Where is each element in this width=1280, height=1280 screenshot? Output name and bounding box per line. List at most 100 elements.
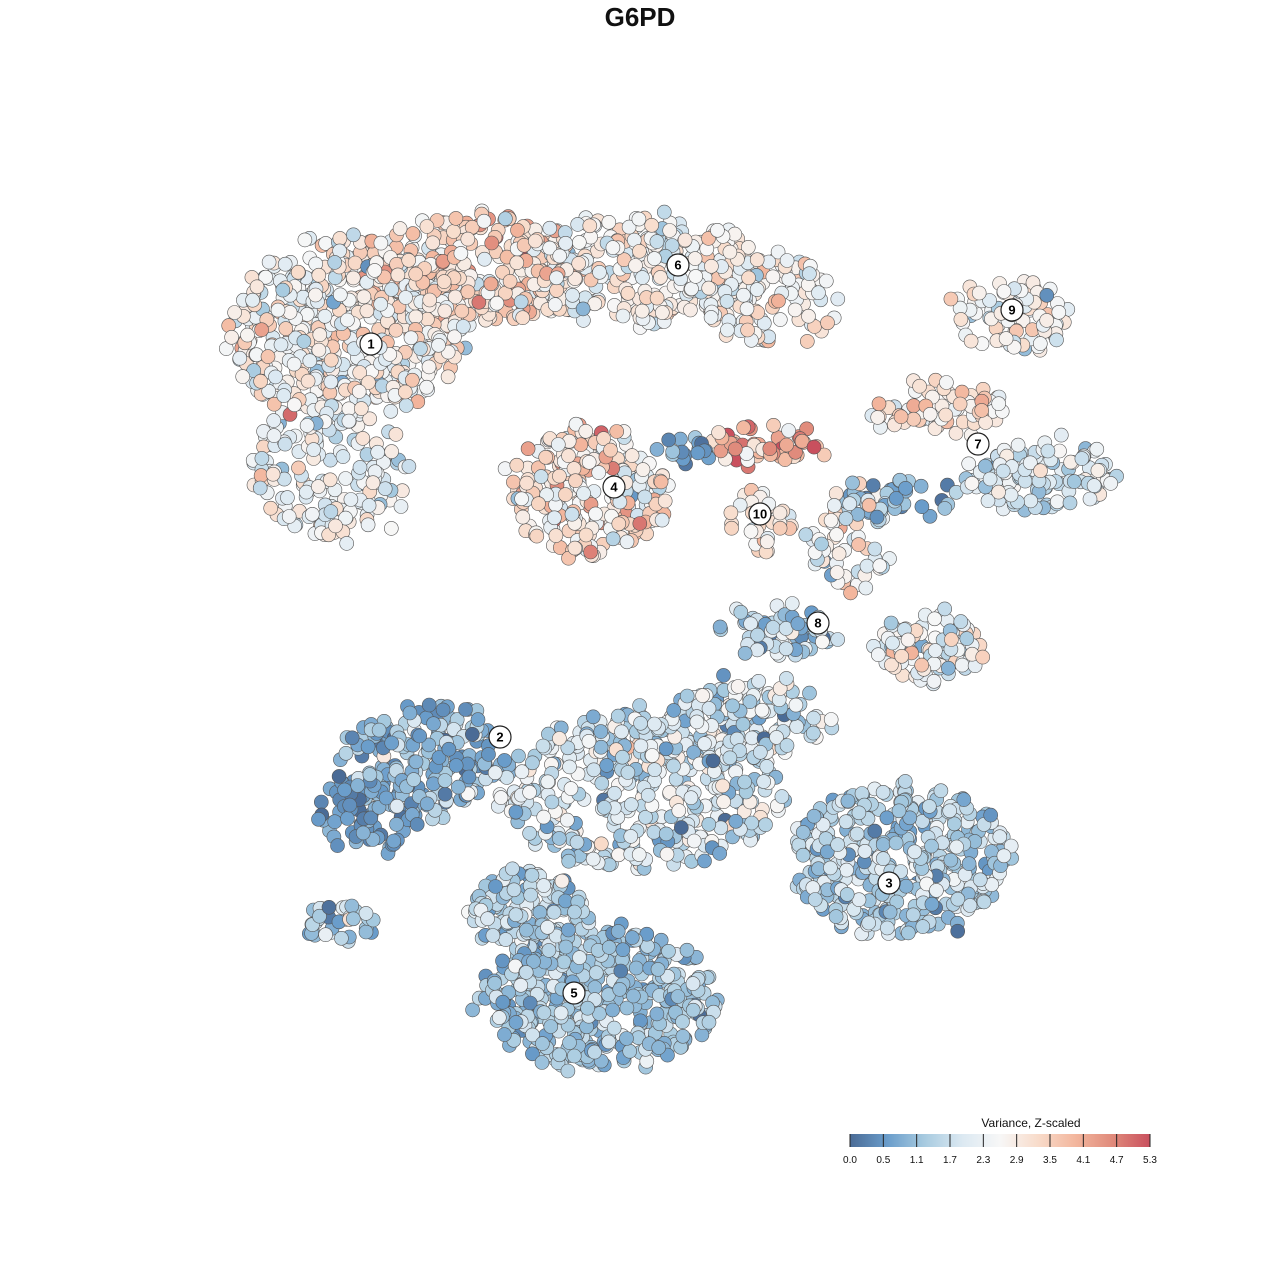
cell-point (388, 322, 404, 338)
cell-point (950, 923, 966, 939)
cell-point (961, 856, 977, 872)
cell-point (859, 558, 875, 574)
cell-point (659, 846, 675, 862)
cell-point (245, 292, 260, 308)
cluster-label-text: 1 (367, 337, 374, 352)
cell-point (605, 531, 621, 547)
cell-point (323, 374, 339, 390)
cell-point (386, 833, 402, 849)
cell-point (820, 315, 835, 331)
cell-point (514, 491, 529, 507)
cell-point (578, 527, 594, 543)
cell-point (505, 861, 520, 877)
legend-title: Variance, Z-scaled (981, 1116, 1080, 1130)
cell-point (929, 883, 944, 898)
cell-point (556, 954, 572, 970)
cell-point (612, 982, 628, 997)
cell-point (649, 1006, 665, 1022)
cell-point (450, 779, 466, 795)
cell-point (799, 334, 815, 349)
cell-point (737, 774, 752, 790)
cell-point (766, 417, 781, 433)
cell-point (585, 709, 601, 725)
cell-point (318, 927, 333, 943)
cell-point (422, 292, 438, 308)
cell-point (879, 810, 895, 826)
cell-point (875, 784, 891, 800)
cell-point (772, 520, 788, 536)
legend-colorbar (850, 1134, 1150, 1147)
cell-point (535, 738, 551, 754)
cell-point (559, 812, 575, 828)
cell-point (631, 847, 647, 862)
cell-point (566, 461, 582, 476)
cell-point (893, 409, 909, 425)
cell-point (662, 223, 678, 238)
cell-point (649, 442, 665, 457)
cell-point (277, 256, 293, 272)
cell-point (323, 504, 339, 519)
cell-point (280, 490, 295, 505)
legend-tick-label: 4.7 (1110, 1155, 1124, 1166)
cell-point (666, 703, 682, 718)
cell-point (840, 793, 856, 809)
cell-point (975, 649, 991, 665)
cell-point (1074, 451, 1090, 466)
cluster-label-text: 6 (674, 258, 681, 273)
cell-point (560, 1063, 576, 1079)
cell-point (515, 310, 531, 326)
cell-point (891, 803, 907, 819)
cell-point (403, 330, 419, 346)
cell-point (690, 445, 706, 461)
cell-point (355, 431, 371, 446)
cell-point (661, 943, 676, 959)
cell-point (362, 767, 378, 782)
cell-point (694, 1027, 710, 1043)
cell-point (327, 814, 343, 830)
cluster-label-3: 3 (877, 871, 901, 895)
cell-point (670, 989, 686, 1004)
cell-point (1039, 287, 1055, 303)
cell-point (875, 837, 891, 852)
cell-point (962, 898, 978, 913)
cell-point (297, 232, 313, 248)
cell-point (593, 739, 609, 755)
legend-tick-label: 5.3 (1143, 1155, 1157, 1166)
cell-point (338, 471, 353, 486)
cell-point (637, 489, 653, 505)
cell-point (498, 932, 514, 947)
cell-point (658, 826, 674, 842)
cell-point (310, 479, 326, 494)
cluster-label-5: 5 (562, 981, 586, 1005)
cell-point (308, 287, 323, 303)
cell-point (431, 337, 446, 353)
cell-point (558, 893, 573, 909)
cell-point (334, 930, 349, 946)
cell-point (553, 1005, 569, 1021)
cell-point (373, 296, 389, 312)
cell-point (464, 726, 480, 742)
cell-point (408, 754, 424, 770)
legend-tick-label: 0.5 (876, 1155, 890, 1166)
cell-point (789, 719, 805, 734)
cell-point (635, 270, 650, 285)
cell-point (419, 379, 434, 395)
cell-point (632, 698, 647, 713)
cell-point (601, 1034, 617, 1050)
cell-point (437, 773, 453, 788)
cell-point (252, 480, 268, 496)
cell-point (306, 442, 321, 457)
cell-point (547, 297, 563, 312)
cell-point (634, 303, 650, 319)
cell-point (550, 437, 566, 452)
cell-point (570, 217, 586, 232)
cell-point (588, 965, 604, 981)
cell-point (568, 473, 583, 489)
cell-point (870, 410, 886, 425)
cell-point (355, 825, 371, 841)
cell-point (716, 668, 731, 683)
cell-point (991, 484, 1006, 500)
cell-point (647, 251, 662, 266)
cell-point (575, 301, 591, 317)
cell-point (549, 270, 564, 286)
